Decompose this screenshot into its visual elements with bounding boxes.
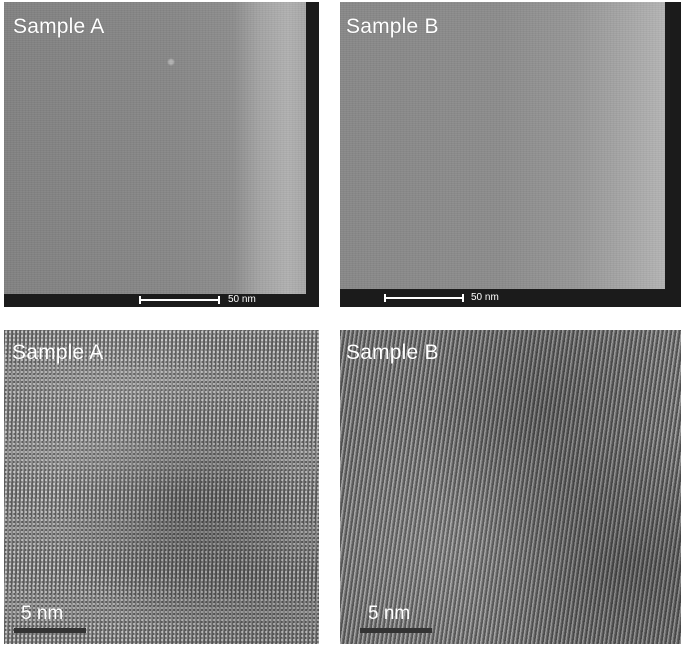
- lattice-fringes: [340, 330, 681, 644]
- lattice-fringes: [4, 330, 319, 644]
- sem-field: [4, 2, 306, 294]
- panel-label: Sample B: [346, 15, 439, 38]
- panel-label: Sample B: [346, 341, 439, 364]
- scale-bar-label: 50 nm: [228, 294, 256, 305]
- sem-image-sample-a: Sample A 50 nm: [4, 2, 319, 307]
- hrtem-image-sample-a: Sample A 5 nm: [4, 330, 319, 644]
- scale-bar-label: 5 nm: [368, 603, 411, 624]
- panel-label: Sample A: [12, 341, 104, 364]
- panel-label: Sample A: [13, 15, 105, 38]
- scale-bar-label: 5 nm: [21, 603, 64, 624]
- sem-field: [340, 2, 665, 289]
- hrtem-image-sample-b: Sample B 5 nm: [340, 330, 681, 644]
- scale-bar-label: 50 nm: [471, 292, 499, 303]
- sem-image-sample-b: Sample B 50 nm: [340, 2, 681, 307]
